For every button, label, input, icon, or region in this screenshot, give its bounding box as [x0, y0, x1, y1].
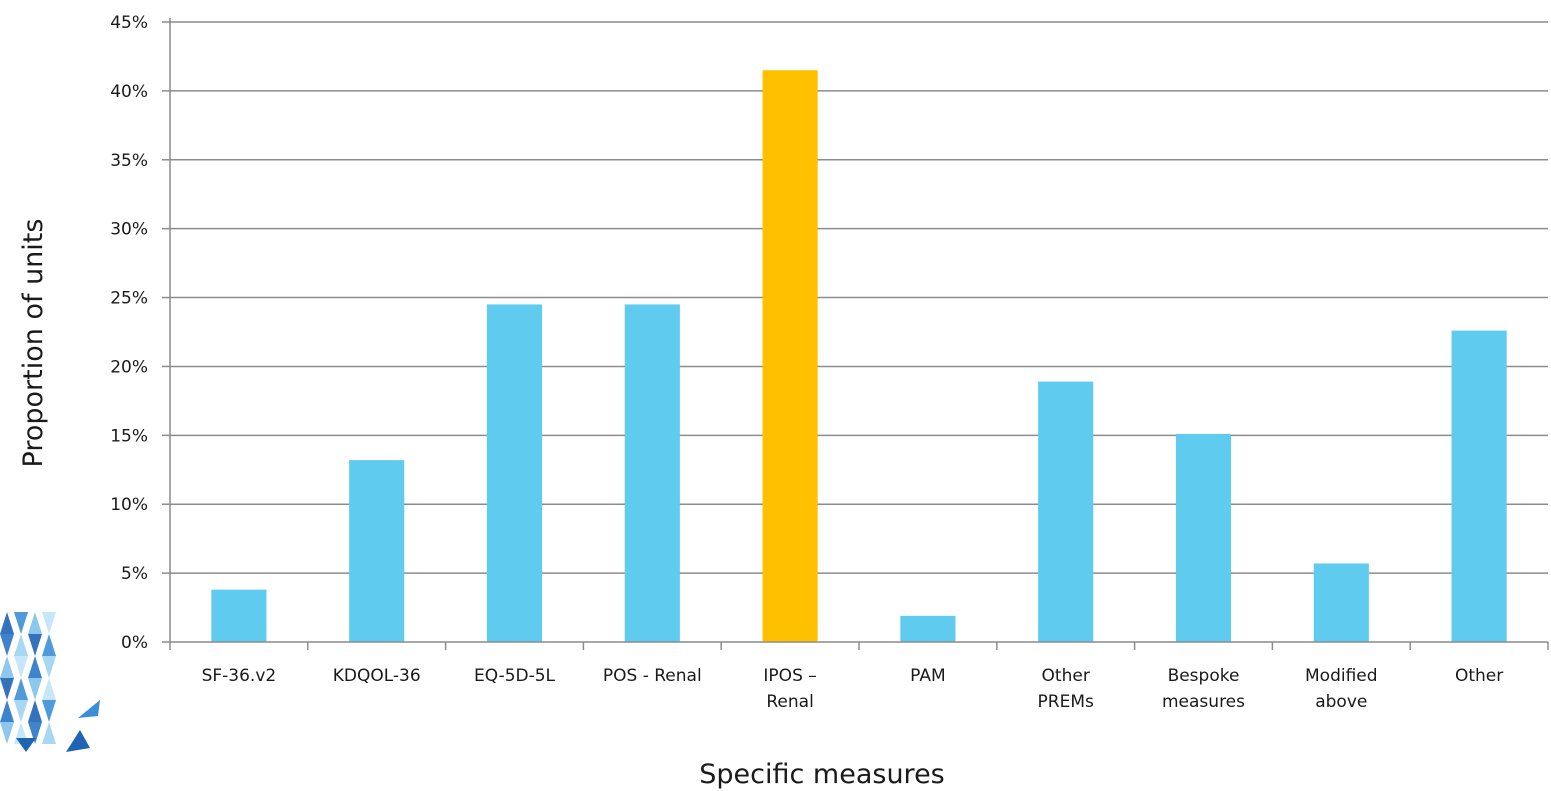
bar	[762, 70, 818, 642]
y-tick-label: 25%	[110, 289, 148, 309]
x-category-label: Bespoke measures	[1162, 666, 1245, 712]
y-tick-label: 35%	[110, 151, 148, 171]
x-category-label: PAM	[910, 666, 945, 686]
x-category-label: Modified above	[1305, 666, 1378, 712]
x-category-label: EQ-5D-5L	[474, 666, 556, 686]
bar	[900, 615, 956, 642]
y-tick-label: 40%	[110, 82, 148, 102]
y-tick-label: 15%	[110, 426, 148, 446]
x-axis-category-labels: SF-36.v2 KDQOL-36 EQ-5D-5L POS - Renal IPOS …	[202, 666, 1504, 712]
x-category-label: SF-36.v2	[202, 666, 277, 686]
x-category-label: Other PREMs	[1038, 666, 1094, 712]
y-tick-label: 45%	[110, 13, 148, 33]
y-tick-label: 10%	[110, 495, 148, 515]
y-tick-label: 30%	[110, 220, 148, 240]
y-tick-label: 20%	[110, 357, 148, 377]
y-tick-label: 0%	[121, 633, 148, 653]
faceted-diamond-logo-icon	[0, 612, 100, 752]
x-category-label: IPOS – Renal	[763, 666, 816, 712]
bar	[1175, 433, 1232, 642]
x-axis-title: Specific measures	[699, 759, 945, 790]
logo-facets	[0, 612, 100, 752]
bar	[1451, 330, 1507, 642]
bar	[1038, 381, 1094, 642]
bar	[349, 460, 405, 642]
y-axis-title: Proportion of units	[18, 219, 49, 468]
bar	[1313, 563, 1369, 642]
bars	[211, 70, 1507, 642]
bar	[486, 304, 543, 642]
bar	[211, 589, 267, 642]
y-tick-label: 5%	[121, 564, 148, 584]
x-category-label: POS - Renal	[603, 666, 702, 686]
x-category-label: Other	[1455, 666, 1503, 686]
bar	[624, 304, 680, 642]
axes	[169, 18, 1549, 650]
y-axis-tick-labels: 0% 5% 10% 15% 20% 25% 30% 35% 40% 45%	[110, 13, 148, 653]
x-category-label: KDQOL-36	[333, 666, 421, 686]
